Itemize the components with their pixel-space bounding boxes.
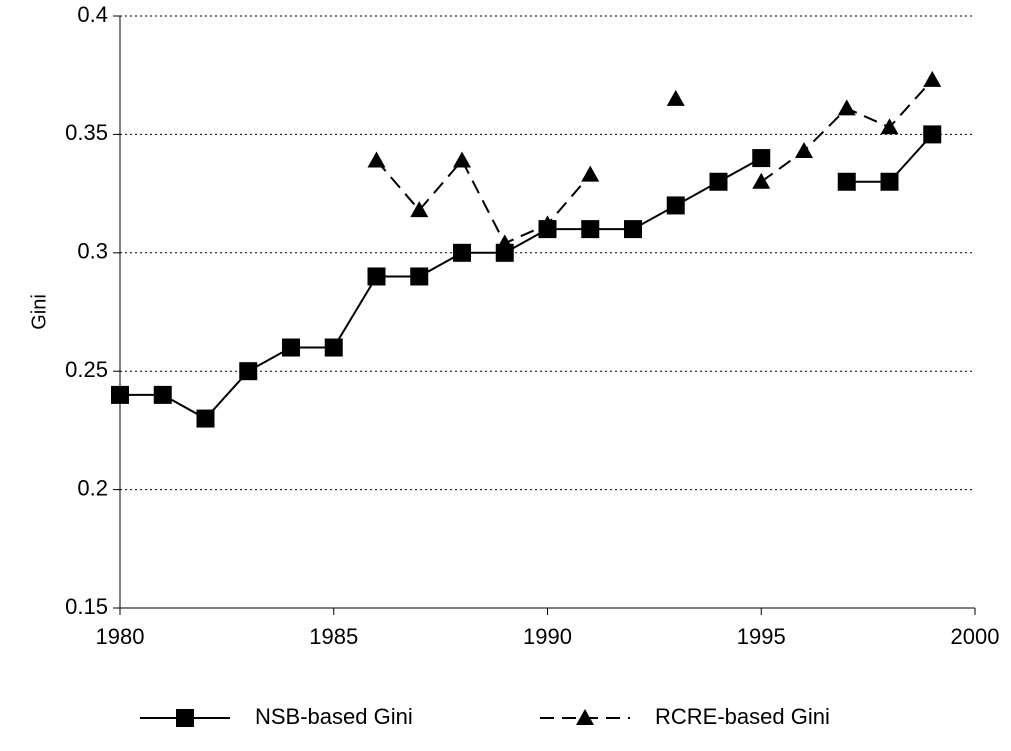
x-tick-label: 1980 bbox=[96, 624, 145, 649]
marker bbox=[453, 151, 471, 168]
marker bbox=[666, 196, 685, 215]
y-tick-label: 0.15 bbox=[65, 594, 108, 619]
marker bbox=[923, 70, 942, 87]
marker bbox=[880, 118, 899, 135]
marker bbox=[239, 362, 258, 381]
marker bbox=[624, 220, 642, 239]
marker bbox=[709, 172, 728, 191]
x-tick-label: 1990 bbox=[523, 624, 572, 649]
marker bbox=[324, 338, 343, 357]
marker bbox=[752, 149, 771, 168]
y-tick-label: 0.4 bbox=[77, 2, 108, 27]
marker bbox=[752, 172, 771, 189]
y-tick-label: 0.25 bbox=[65, 357, 108, 382]
marker bbox=[923, 125, 942, 144]
y-tick-label: 0.2 bbox=[77, 475, 108, 500]
marker bbox=[196, 409, 215, 428]
marker bbox=[495, 234, 514, 251]
marker bbox=[282, 338, 300, 357]
marker bbox=[538, 215, 557, 232]
legend-label: RCRE-based Gini bbox=[655, 704, 830, 729]
marker bbox=[410, 201, 429, 218]
marker bbox=[581, 220, 600, 239]
marker bbox=[581, 165, 600, 182]
x-tick-label: 1995 bbox=[737, 624, 786, 649]
marker bbox=[666, 89, 685, 106]
marker bbox=[367, 151, 386, 168]
marker bbox=[880, 172, 899, 191]
marker bbox=[111, 385, 129, 404]
x-tick-label: 1985 bbox=[309, 624, 358, 649]
marker bbox=[410, 267, 429, 286]
marker bbox=[453, 243, 471, 262]
marker bbox=[795, 141, 813, 158]
y-tick-label: 0.35 bbox=[65, 120, 108, 145]
marker bbox=[837, 172, 856, 191]
marker bbox=[367, 267, 386, 286]
marker bbox=[576, 709, 594, 725]
marker bbox=[176, 709, 194, 727]
marker bbox=[153, 385, 172, 404]
y-tick-label: 0.3 bbox=[77, 239, 108, 264]
legend-label: NSB-based Gini bbox=[255, 704, 413, 729]
marker bbox=[837, 99, 856, 116]
y-axis-label: Gini bbox=[28, 294, 50, 330]
x-tick-label: 2000 bbox=[951, 624, 1000, 649]
